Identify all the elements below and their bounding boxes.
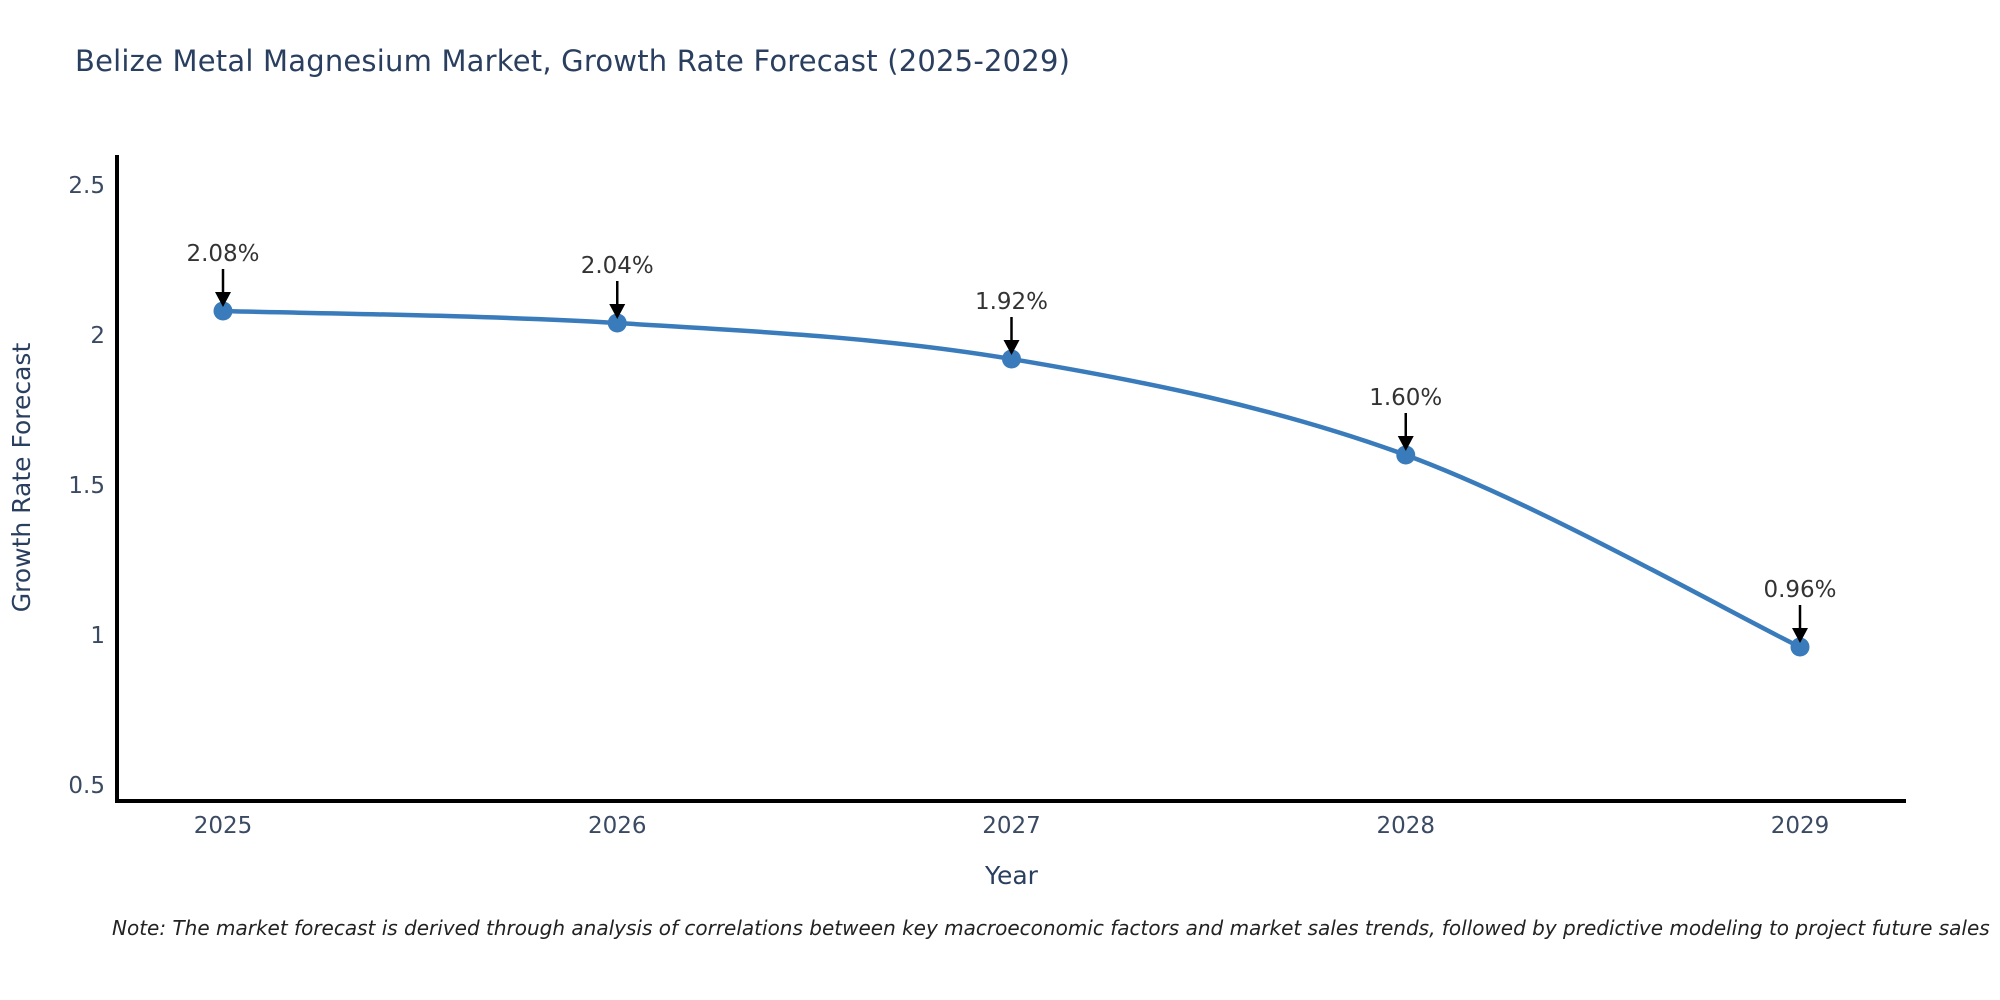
annotation-label: 1.60% bbox=[1369, 385, 1442, 411]
y-tick-label: 1.5 bbox=[68, 473, 105, 499]
y-tick-label: 1 bbox=[90, 623, 105, 649]
annotation-arrow-head bbox=[609, 304, 626, 319]
y-axis-title: Growth Rate Forecast bbox=[7, 343, 36, 613]
annotation-arrow-head bbox=[1792, 628, 1808, 643]
x-tick-label: 2025 bbox=[194, 813, 253, 839]
x-tick-label: 2026 bbox=[588, 813, 647, 839]
data-point-marker bbox=[213, 301, 233, 321]
annotation-arrow-head bbox=[1397, 436, 1414, 451]
annotation-arrow-head bbox=[215, 292, 231, 307]
annotation-label: 2.04% bbox=[581, 253, 654, 279]
annotation-arrow-head bbox=[1003, 340, 1020, 355]
chart-title: Belize Metal Magnesium Market, Growth Ra… bbox=[75, 44, 1071, 78]
data-point-marker bbox=[1396, 445, 1416, 465]
x-axis-title: Year bbox=[984, 861, 1039, 890]
y-tick-label: 0.5 bbox=[68, 773, 105, 799]
x-tick-label: 2028 bbox=[1376, 813, 1435, 839]
footnote: Note: The market forecast is derived thr… bbox=[112, 916, 1990, 940]
data-point-marker bbox=[1002, 349, 1021, 369]
x-tick-label: 2029 bbox=[1771, 813, 1830, 839]
growth-rate-line-chart: 0.5 1 1.5 2 2.5 2025 2026 2027 2028 2029 Year Growt… bbox=[7, 155, 1906, 890]
data-point-marker bbox=[1790, 637, 1810, 657]
y-tick-label: 2 bbox=[90, 323, 105, 349]
y-tick-label: 2.5 bbox=[68, 173, 105, 199]
data-point-marker bbox=[607, 313, 627, 333]
x-tick-label: 2027 bbox=[982, 813, 1041, 839]
annotation-label: 1.92% bbox=[975, 289, 1048, 315]
annotation-label: 2.08% bbox=[186, 241, 259, 267]
annotation-label: 0.96% bbox=[1763, 577, 1836, 603]
